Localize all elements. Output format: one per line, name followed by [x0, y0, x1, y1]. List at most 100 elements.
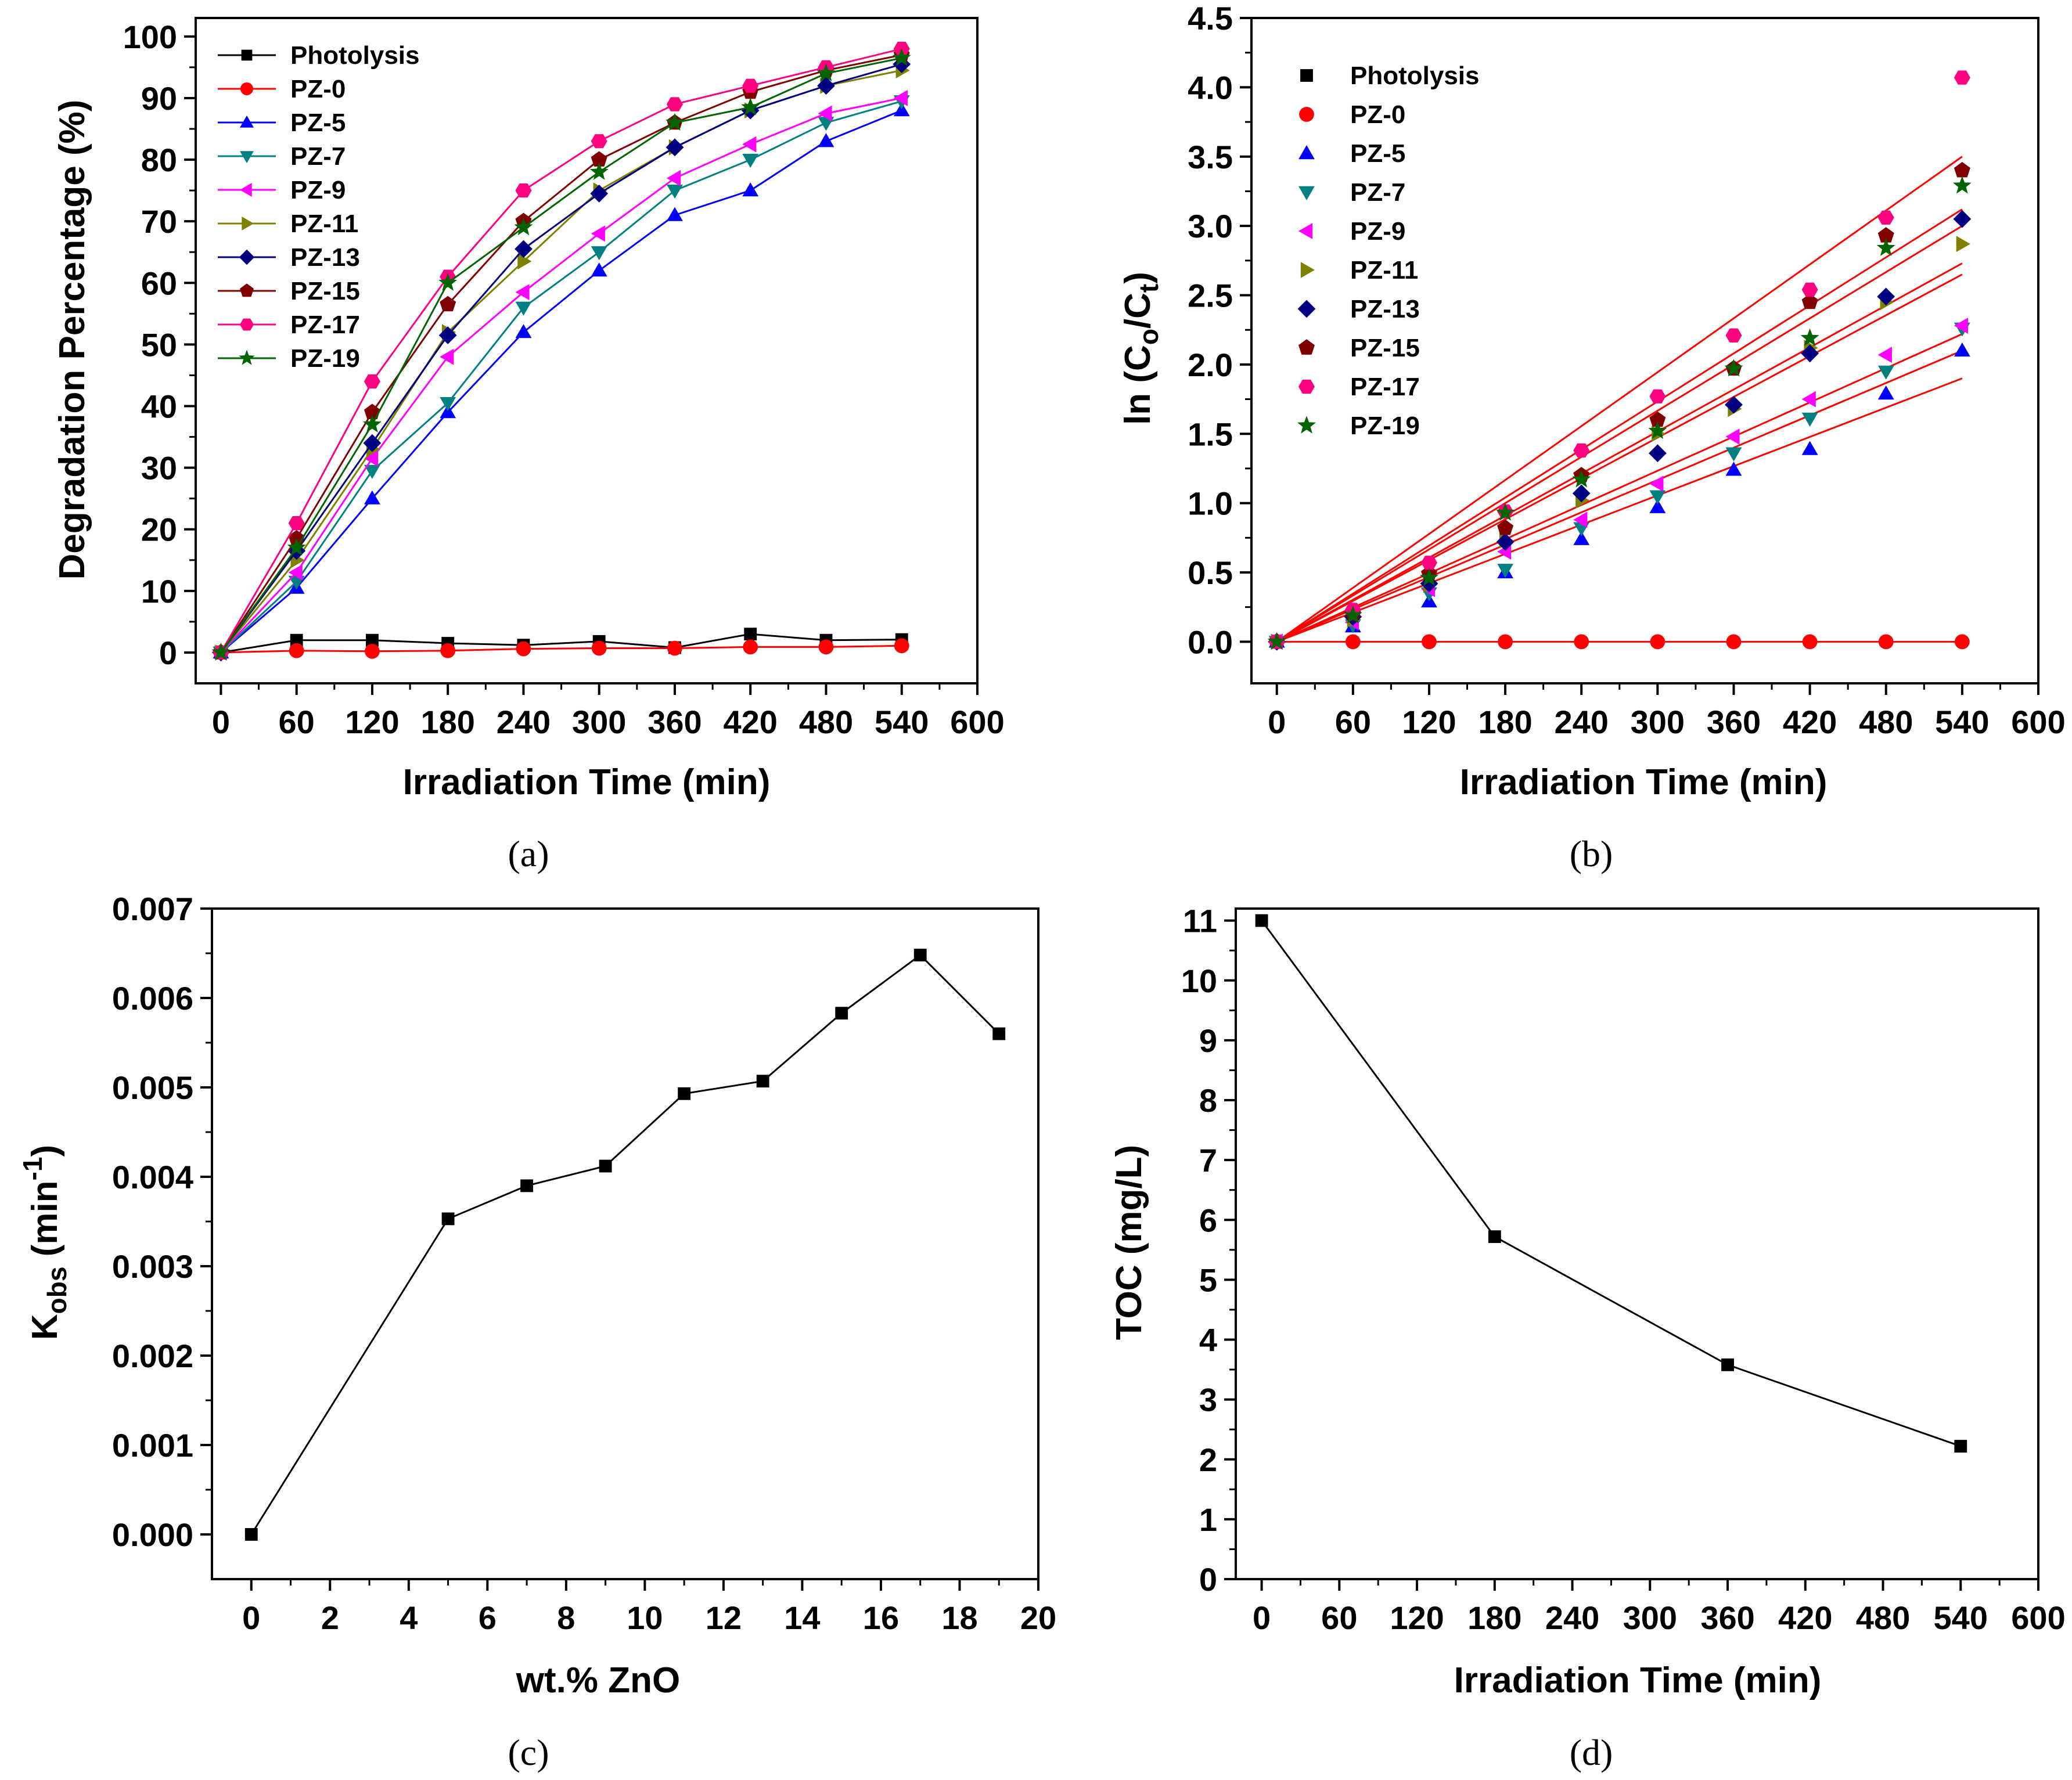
point-PZ-0: [516, 641, 531, 657]
fit-line-PZ-5: [1276, 377, 1963, 643]
point-PZ-13: [438, 326, 457, 344]
y-tick-label: 0.003: [112, 1248, 193, 1285]
point-Kobs: [835, 1007, 848, 1020]
x-tick-label: 60: [1335, 704, 1371, 740]
point-PZ-9: [893, 90, 908, 106]
plot-frame-b: [1250, 17, 2039, 684]
y-label-b-mid: /C: [1118, 293, 1158, 329]
y-tick-label: 2.5: [1188, 278, 1233, 314]
point-PZ-13: [1649, 444, 1667, 463]
point-PZ-7: [515, 301, 532, 316]
point-PZ-19: [514, 218, 533, 236]
point-Photolysis: [744, 628, 757, 641]
x-tick-label: 120: [345, 704, 399, 740]
x-tick-label: 120: [1390, 1599, 1444, 1636]
point-PZ-9: [1725, 428, 1740, 445]
legend-b: Photolysis PZ-0 PZ-5 PZ-7 PZ-9 PZ-11 PZ-13 PZ-1…: [1297, 62, 1480, 440]
x-tick-label: 300: [572, 704, 626, 740]
series-line-PZ-7: [220, 100, 902, 653]
plot-frame-a: [195, 17, 979, 684]
legend-label: PZ-17: [290, 311, 360, 339]
point-Kobs: [756, 1075, 769, 1088]
point-PZ-0: [667, 640, 682, 656]
point-PZ-13: [666, 138, 684, 157]
legend-marker-PZ-5: [240, 116, 254, 128]
x-tick-label: 4: [400, 1599, 418, 1636]
y-tick-label: 0.006: [112, 980, 193, 1017]
point-Kobs: [520, 1179, 534, 1192]
point-PZ-9: [364, 450, 379, 467]
y-tick-label: 3.0: [1188, 208, 1233, 244]
y-tick-label: 0.007: [112, 891, 193, 927]
point-PZ-19: [287, 538, 306, 556]
point-PZ-19: [589, 162, 609, 180]
legend-marker-PZ-19: [239, 349, 255, 365]
x-tick-label: 420: [1783, 704, 1837, 740]
y-tick-label: 0.5: [1188, 554, 1233, 591]
point-PZ-5: [440, 404, 456, 419]
point-PZ-0: [365, 643, 380, 659]
point-PZ-7: [591, 246, 607, 261]
legend-marker-PZ-0: [240, 82, 254, 96]
x-tick-label: 6: [479, 1599, 497, 1636]
point-PZ-19: [1952, 176, 1972, 194]
x-tick-label: 0: [1253, 1599, 1271, 1636]
x-tick-label: 300: [1631, 704, 1685, 740]
point-Photolysis: [290, 633, 303, 647]
y-axis-label-b: ln (Co/Ct): [1118, 272, 1164, 425]
point-PZ-19: [1267, 632, 1286, 650]
point-TOC: [1488, 1230, 1501, 1244]
x-axis-label-c: wt.% ZnO: [516, 1660, 680, 1700]
y-tick-label: 100: [123, 19, 177, 55]
point-PZ-5: [1801, 441, 1818, 455]
y-tick-label: 8: [1199, 1082, 1217, 1119]
legend-marker-PZ-11: [242, 217, 254, 230]
point-PZ-9: [1573, 511, 1588, 528]
legend-marker-PZ-9: [1298, 223, 1313, 239]
point-Kobs: [599, 1159, 612, 1173]
y-tick-label: 1.0: [1188, 485, 1233, 522]
point-PZ-9: [515, 284, 530, 301]
point-PZ-19: [1420, 568, 1438, 586]
x-tick-label: 240: [1555, 704, 1609, 740]
point-PZ-0: [1345, 634, 1361, 650]
y-tick-label: 0.004: [112, 1159, 193, 1195]
x-tick-label: 60: [279, 704, 315, 740]
series-line-PZ-13: [220, 63, 902, 653]
point-PZ-15: [440, 296, 456, 312]
point-PZ-13: [1496, 533, 1515, 551]
x-tick-label: 18: [941, 1599, 977, 1636]
point-PZ-0: [1954, 634, 1970, 650]
x-tick-label: 420: [1778, 1599, 1832, 1636]
y-label-c-sup: -1: [17, 1157, 48, 1181]
y-label-c-end: ): [25, 1145, 65, 1157]
legend-marker-PZ-13: [239, 249, 255, 265]
point-PZ-0: [289, 643, 304, 658]
point-PZ-9: [440, 348, 454, 365]
point-Kobs: [992, 1027, 1006, 1040]
x-tick-label: 180: [1478, 704, 1532, 740]
point-PZ-5: [667, 207, 683, 221]
legend-label: PZ-7: [1350, 178, 1405, 207]
point-PZ-5: [742, 182, 759, 197]
legend-marker-PZ-7: [1298, 186, 1315, 200]
x-tick-label: 360: [648, 704, 702, 740]
series-line-Kobs: [250, 954, 1000, 1535]
x-tick-label: 600: [2011, 1599, 2065, 1636]
point-PZ-9: [1954, 318, 1968, 334]
legend-marker-PZ-15: [240, 283, 254, 297]
x-tick-label: 60: [1321, 1599, 1357, 1636]
x-tick-label: 10: [627, 1599, 663, 1636]
point-PZ-11: [517, 253, 532, 270]
y-tick-label: 90: [141, 80, 177, 117]
point-PZ-13: [1725, 395, 1743, 414]
legend-label: PZ-7: [290, 142, 346, 171]
caption-a: (a): [508, 833, 549, 874]
point-PZ-15: [1497, 519, 1514, 535]
axes-d: 0 60 120 180 240 300 360 420 480 540 600 0 1 2 3 4 5 6 7 8 9…: [1181, 903, 2066, 1636]
series-line-PZ-19: [220, 57, 902, 653]
point-PZ-5: [515, 324, 532, 338]
point-PZ-19: [1572, 470, 1591, 488]
legend-label: Photolysis: [290, 41, 420, 70]
